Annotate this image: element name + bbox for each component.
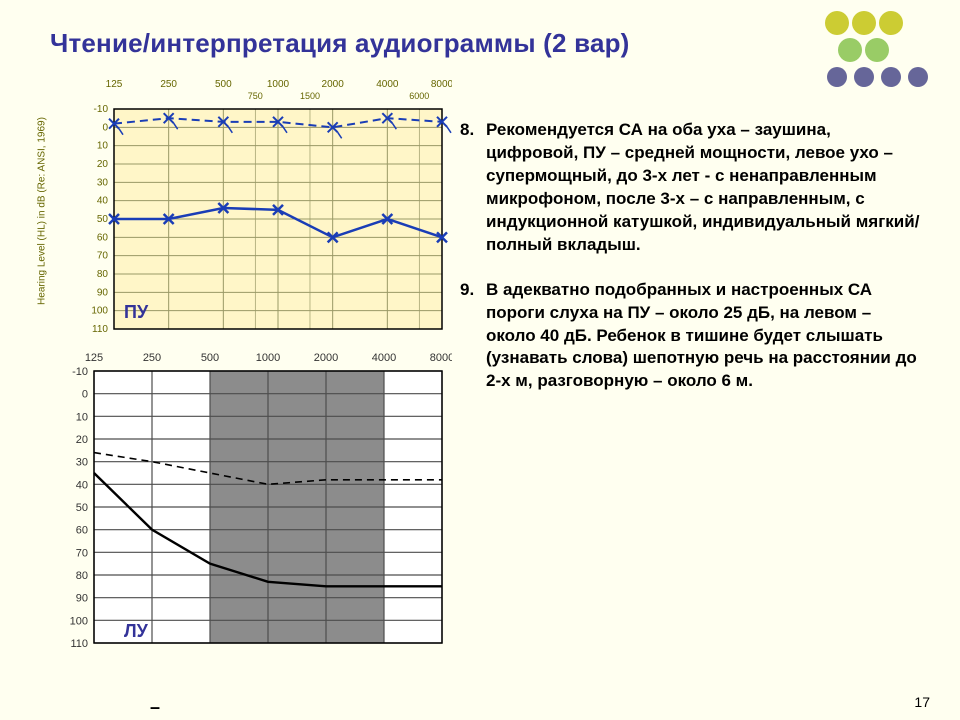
text-column: 8. Рекомендуется СА на оба уха – заушина…: [450, 69, 940, 668]
svg-text:500: 500: [201, 352, 219, 364]
svg-text:40: 40: [76, 479, 88, 491]
svg-text:10: 10: [76, 411, 88, 423]
svg-text:70: 70: [97, 251, 109, 262]
svg-text:4000: 4000: [376, 79, 399, 90]
svg-text:70: 70: [76, 547, 88, 559]
chart2-label: ЛУ: [124, 621, 148, 642]
svg-text:8000: 8000: [431, 79, 452, 90]
item8-text: Рекомендуется СА на оба уха – заушина, ц…: [486, 120, 919, 254]
svg-text:110: 110: [92, 324, 108, 335]
svg-text:60: 60: [76, 525, 88, 537]
svg-text:8000: 8000: [430, 352, 452, 364]
audiogram-chart-left-ear: 125 250 500 1000 2000 4000 8000 -10 0 10 20 30 40 50 6…: [52, 343, 450, 668]
audiogram-chart-right-ear: Hearing Level (HL) in dB (Re: ANSI, 1969…: [52, 71, 450, 351]
svg-text:80: 80: [76, 570, 88, 582]
svg-text:1500: 1500: [300, 91, 320, 101]
item8-number: 8.: [460, 119, 486, 257]
svg-text:1000: 1000: [256, 352, 280, 364]
slide-title: Чтение/интерпретация аудиограммы (2 вар): [0, 0, 960, 59]
svg-text:20: 20: [76, 434, 88, 446]
footer-underscore: –: [150, 697, 160, 718]
svg-text:40: 40: [97, 196, 109, 207]
content-row: Hearing Level (HL) in dB (Re: ANSI, 1969…: [0, 59, 960, 668]
svg-text:2000: 2000: [322, 79, 345, 90]
svg-text:250: 250: [160, 79, 177, 90]
svg-text:1000: 1000: [267, 79, 290, 90]
svg-text:-10: -10: [94, 104, 109, 115]
svg-text:6000: 6000: [409, 91, 429, 101]
svg-text:60: 60: [97, 232, 109, 243]
svg-text:90: 90: [76, 593, 88, 605]
item9-number: 9.: [460, 279, 486, 394]
svg-text:500: 500: [215, 79, 232, 90]
svg-text:50: 50: [76, 502, 88, 514]
svg-text:125: 125: [106, 79, 123, 90]
list-item-9: 9. В адекватно подобранных и настроенных…: [460, 279, 920, 394]
svg-text:10: 10: [97, 141, 109, 152]
svg-text:2000: 2000: [314, 352, 338, 364]
decorative-dots: [822, 8, 952, 108]
svg-text:-10: -10: [72, 366, 88, 378]
charts-column: Hearing Level (HL) in dB (Re: ANSI, 1969…: [0, 69, 450, 668]
svg-text:90: 90: [97, 287, 109, 298]
svg-text:30: 30: [97, 177, 109, 188]
svg-text:750: 750: [248, 91, 263, 101]
svg-text:4000: 4000: [372, 352, 396, 364]
svg-text:0: 0: [102, 122, 108, 133]
svg-text:125: 125: [85, 352, 103, 364]
y-axis-label: Hearing Level (HL) in dB (Re: ANSI, 1969…: [37, 117, 48, 305]
svg-text:20: 20: [97, 159, 109, 170]
svg-text:30: 30: [76, 457, 88, 469]
svg-text:50: 50: [97, 214, 109, 225]
item9-text: В адекватно подобранных и настроенных СА…: [486, 280, 917, 391]
list-item-8: 8. Рекомендуется СА на оба уха – заушина…: [460, 119, 920, 257]
chart1-label: ПУ: [124, 302, 148, 323]
page-number: 17: [914, 694, 930, 710]
svg-text:0: 0: [82, 389, 88, 401]
svg-text:250: 250: [143, 352, 161, 364]
svg-text:100: 100: [91, 306, 108, 317]
svg-text:80: 80: [97, 269, 109, 280]
svg-text:100: 100: [70, 615, 88, 627]
svg-text:110: 110: [70, 638, 88, 650]
